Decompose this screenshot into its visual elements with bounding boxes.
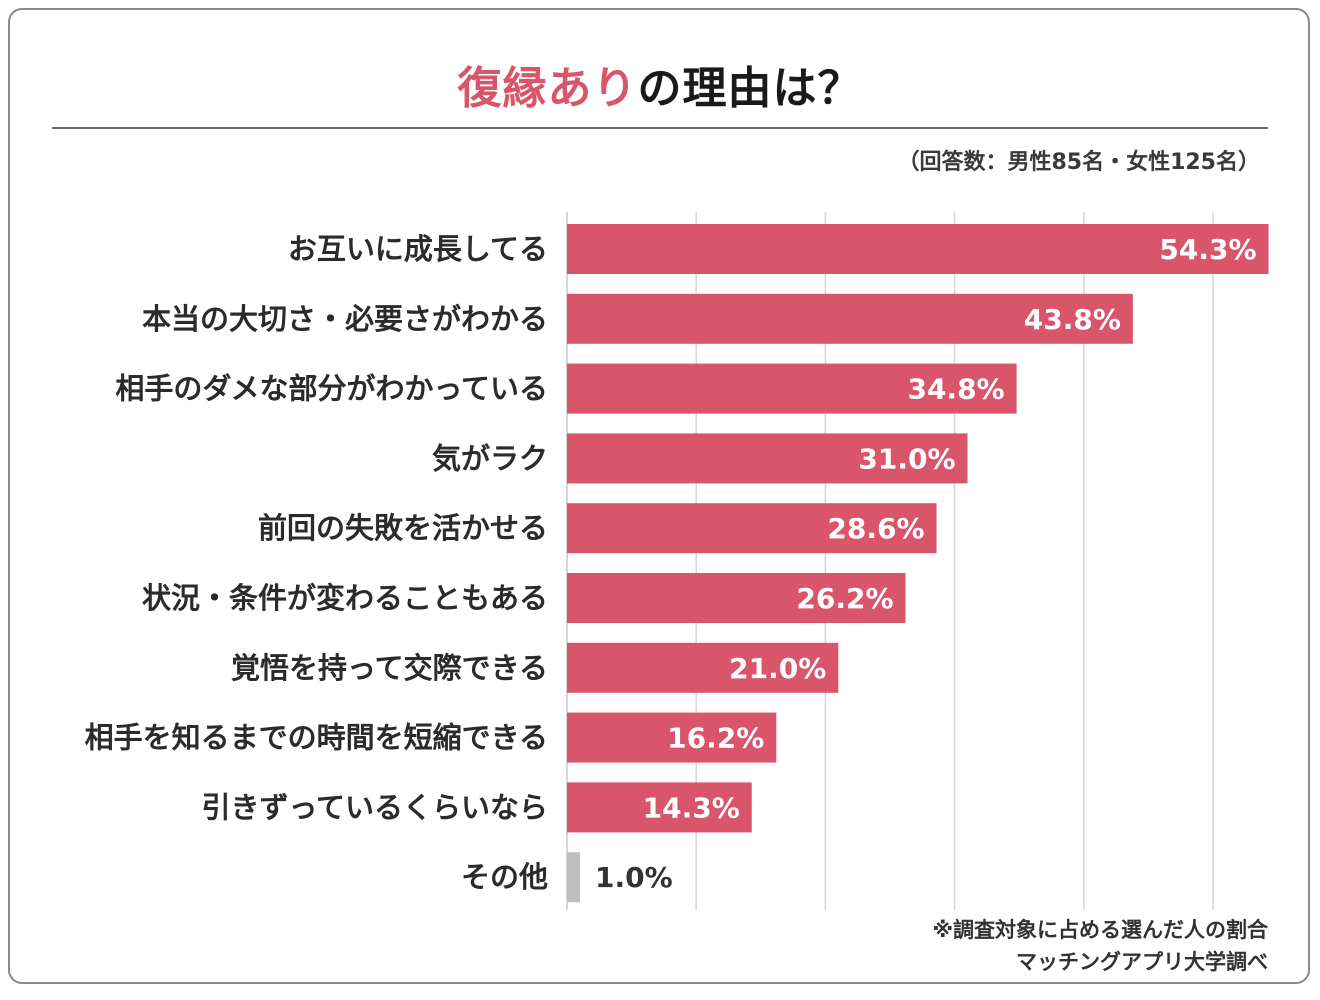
value-label: 1.0% <box>595 861 673 894</box>
bar <box>567 852 580 903</box>
category-label: 相手を知るまでの時間を短縮できる <box>85 721 548 755</box>
title-divider <box>52 127 1268 129</box>
category-label: その他 <box>461 860 548 894</box>
category-label: 引きずっているくらいなら <box>201 790 548 824</box>
value-label: 21.0% <box>729 652 826 685</box>
bar <box>567 433 968 484</box>
category-label: 前回の失敗を活かせる <box>258 511 548 545</box>
value-label: 34.8% <box>907 373 1004 406</box>
bar <box>567 573 906 623</box>
value-label: 54.3% <box>1159 233 1256 266</box>
chart-title-accent: 復縁あり <box>457 63 638 114</box>
category-label: 状況・条件が変わることもある <box>142 581 548 615</box>
source-credit: マッチングアプリ大学調べ <box>1016 950 1268 974</box>
value-label: 26.2% <box>796 582 893 615</box>
chart-title-rest: の理由は？ <box>637 63 863 114</box>
bar <box>567 293 1133 344</box>
value-label: 16.2% <box>667 722 764 755</box>
bar <box>567 712 777 763</box>
category-label: お互いに成長してる <box>288 232 548 266</box>
bar <box>567 503 937 554</box>
respondents-note: （回答数：男性85名・女性125名） <box>897 150 1260 175</box>
chart-title: 復縁ありの理由は？ <box>0 52 1320 116</box>
category-label: 本当の大切さ・必要さがわかる <box>142 302 548 336</box>
footnote: ※調査対象に占める選んだ人の割合 <box>932 918 1268 942</box>
category-labels: お互いに成長してる本当の大切さ・必要さがわかる相手のダメな部分がわかっている気が… <box>85 232 548 894</box>
category-label: 気がラク <box>432 441 548 475</box>
value-label: 43.8% <box>1024 303 1121 336</box>
value-label: 31.0% <box>858 442 955 475</box>
bar <box>567 363 1017 414</box>
bar <box>567 642 839 693</box>
bar <box>567 224 1269 274</box>
category-label: 相手のダメな部分がわかっている <box>115 372 548 406</box>
value-labels: 54.3% 43.8% 34.8% 31.0% 28.6% 26.2% 21.0% 16.2%… <box>595 233 1257 894</box>
value-label: 28.6% <box>827 512 924 545</box>
bars <box>567 224 1269 903</box>
category-label: 覚悟を持って交際できる <box>231 651 548 685</box>
bar <box>567 782 752 833</box>
value-label: 14.3% <box>643 791 740 824</box>
